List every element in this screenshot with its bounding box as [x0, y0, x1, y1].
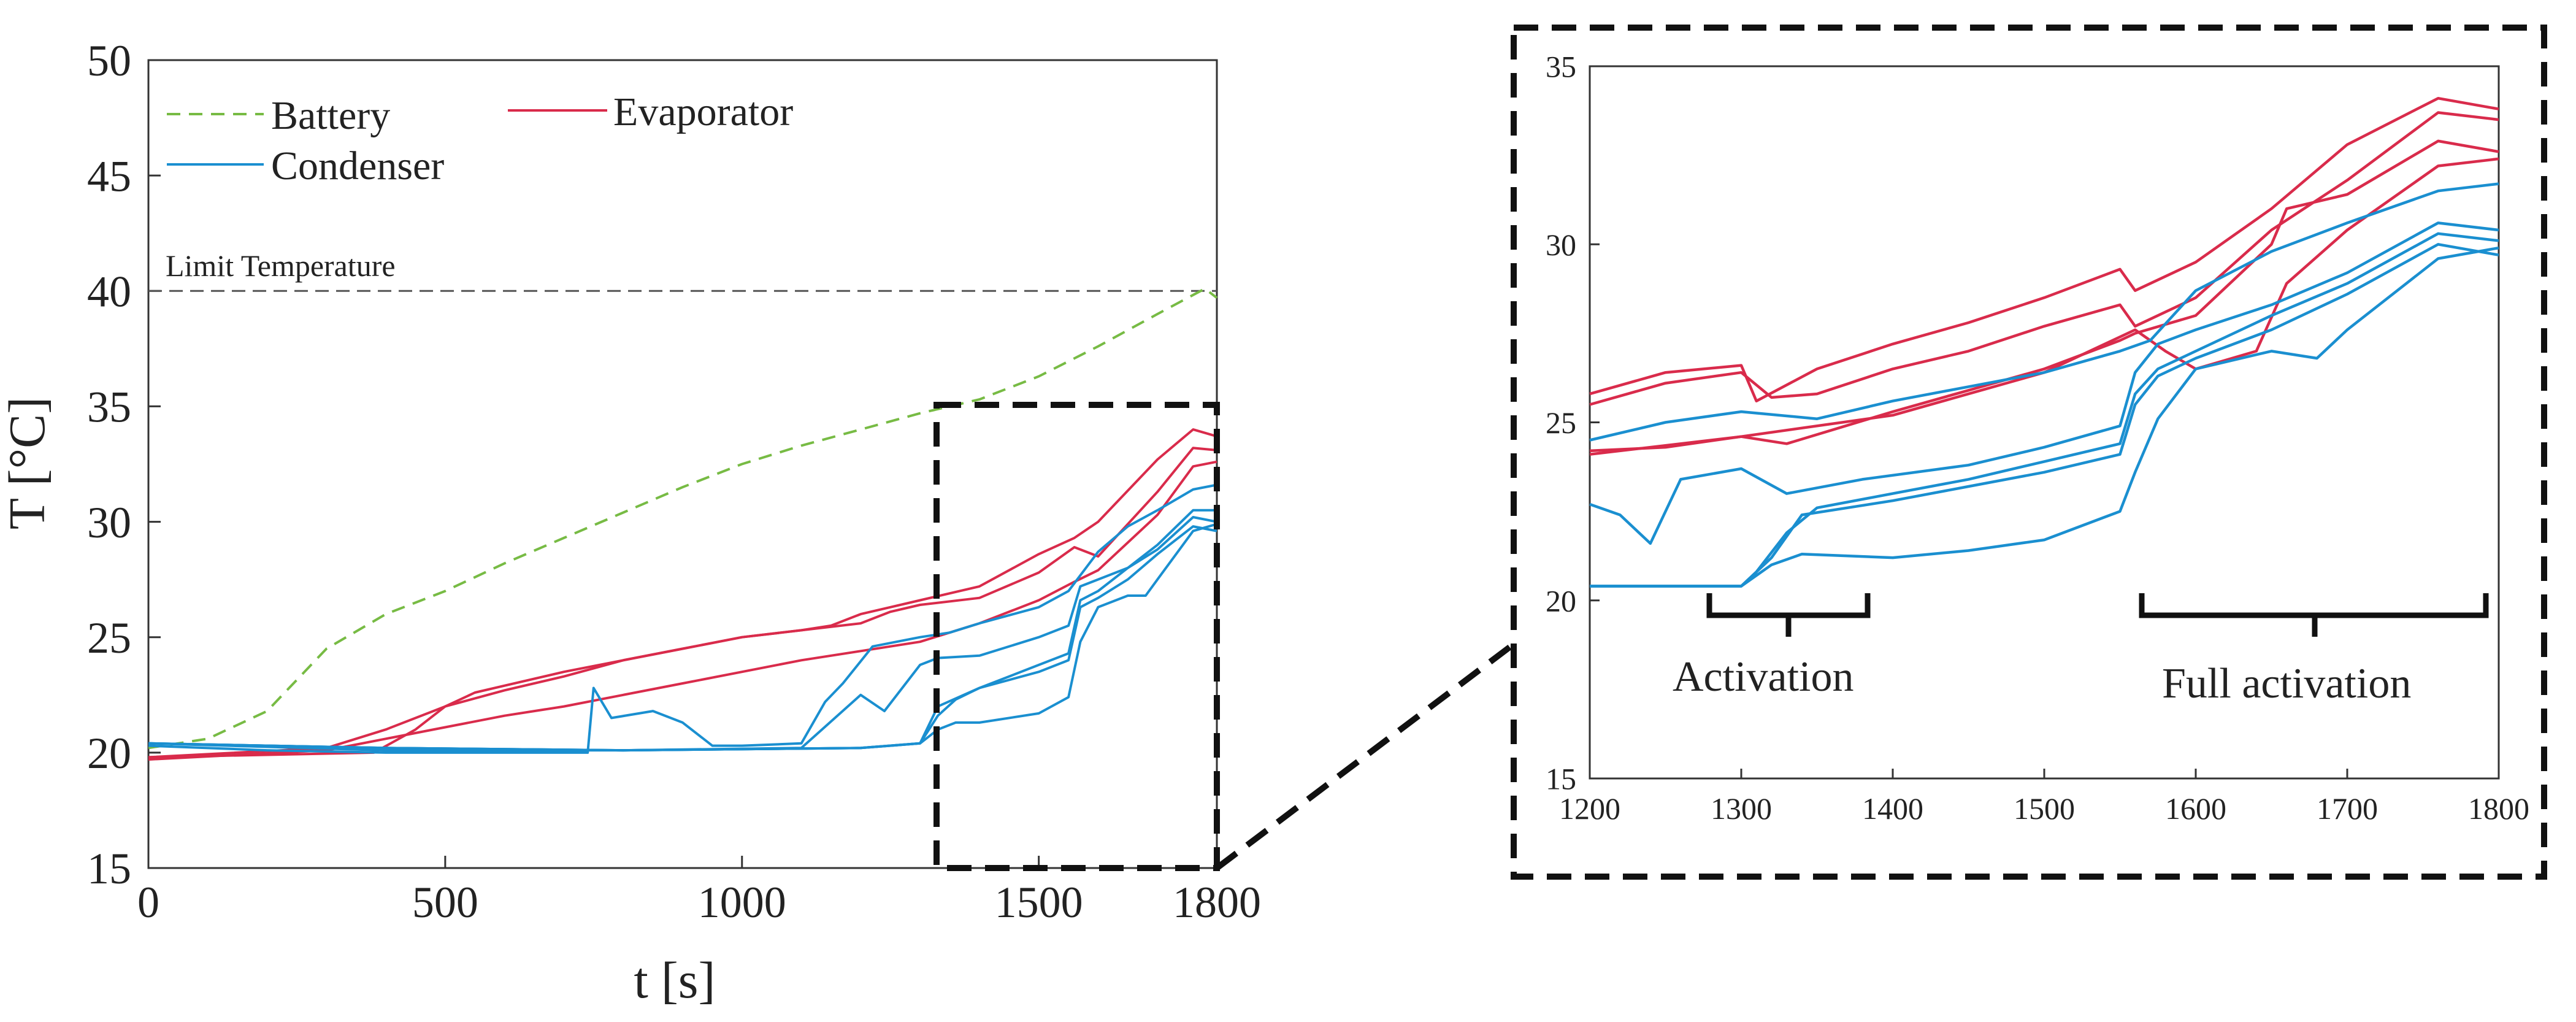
zoom-series-group — [1589, 96, 2499, 588]
main-x-tick-label: 500 — [412, 878, 478, 927]
zoom-region-box — [933, 402, 1220, 871]
full-activation-label: Full activation — [2162, 660, 2411, 707]
legend-label-evaporator: Evaporator — [613, 90, 793, 134]
zoom-series-condenser-3 — [1590, 232, 2499, 588]
main-x-tick-label: 1800 — [1173, 878, 1261, 927]
main-y-tick-label: 15 — [87, 844, 131, 893]
main-chart: 0 500 1000 1500 1800 15 20 25 30 35 40 45 50 t [s] T… — [0, 36, 1261, 1009]
legend-item-evaporator: Evaporator — [508, 90, 793, 134]
activation-label: Activation — [1673, 653, 1853, 701]
main-y-tick-label: 20 — [87, 729, 131, 778]
zoom-series-evaporator-2 — [1589, 111, 2499, 406]
zoom-x-tick-label: 1200 — [1559, 791, 1620, 826]
zoom-series-condenser-1 — [1589, 182, 2499, 442]
main-series-battery — [148, 287, 1218, 750]
main-plot-frame — [147, 59, 1218, 869]
zoom-x-tick-label: 1400 — [1862, 791, 1923, 826]
zoom-series-evaporator-1 — [1589, 96, 2499, 402]
activation-bracket — [1706, 593, 1871, 637]
legend-item-condenser: Condenser — [167, 144, 444, 188]
zoom-y-tick-label: 15 — [1546, 762, 1576, 796]
zoom-x-tick-label: 1300 — [1711, 791, 1772, 826]
main-x-tick-label: 0 — [137, 878, 159, 927]
main-series-evaporator-2 — [148, 447, 1217, 759]
zoom-x-tick-label: 1500 — [2014, 791, 2075, 826]
main-y-axis-label: T [°C] — [0, 397, 56, 529]
zoom-y-tick-label: 30 — [1546, 228, 1576, 262]
main-y-tick-label: 30 — [87, 498, 131, 547]
zoom-series-condenser-2 — [1589, 221, 2499, 545]
full-activation-bracket — [2139, 593, 2489, 637]
zoom-axis-ticks: 1200 1300 1400 1500 1600 1700 1800 15 20 25 30 35 — [1546, 50, 2529, 826]
main-series-evaporator-1 — [148, 428, 1217, 759]
main-y-tick-label: 50 — [87, 36, 131, 85]
main-y-tick-label: 25 — [87, 613, 131, 663]
main-series-evaporator-3 — [148, 460, 1217, 761]
legend: Battery Evaporator Condenser — [167, 90, 793, 188]
annotation-full-activation: Full activation — [2139, 593, 2489, 707]
zoom-x-tick-label: 1800 — [2468, 791, 2529, 826]
main-series-condenser-1 — [148, 483, 1217, 754]
main-y-tick-label: 35 — [87, 383, 131, 432]
reference-line-label: Limit Temperature — [166, 248, 396, 283]
main-x-axis-label: t [s] — [634, 952, 716, 1009]
zoom-y-tick-label: 25 — [1546, 405, 1576, 440]
zoom-connector-top — [1214, 642, 1516, 870]
zoom-x-tick-label: 1600 — [2165, 791, 2226, 826]
main-x-tick-label: 1500 — [995, 878, 1083, 927]
zoom-series-evaporator-4 — [1589, 157, 2499, 456]
zoom-inset: 1200 1300 1400 1500 1600 1700 1800 15 20 25 30 35 A… — [1511, 25, 2547, 880]
legend-label-battery: Battery — [271, 93, 390, 138]
zoom-y-tick-label: 20 — [1546, 583, 1576, 618]
zoom-x-tick-label: 1700 — [2317, 791, 2378, 826]
annotation-activation: Activation — [1673, 593, 1871, 701]
zoom-series-evaporator-3 — [1589, 139, 2499, 453]
main-series-condenser-5 — [148, 523, 1217, 752]
zoom-series-condenser-5 — [1590, 246, 2499, 588]
legend-label-condenser: Condenser — [271, 144, 444, 188]
inset-outer-border — [1511, 25, 2547, 880]
main-axis-ticks: 0 500 1000 1500 1800 15 20 25 30 35 40 45 50 — [87, 36, 1261, 927]
main-series-condenser-3 — [148, 516, 1217, 752]
main-y-tick-label: 40 — [87, 267, 131, 316]
main-series-group — [148, 287, 1218, 761]
zoom-y-tick-label: 35 — [1546, 50, 1576, 84]
zoom-series-condenser-4 — [1590, 243, 2499, 588]
main-y-tick-label: 45 — [87, 152, 131, 201]
main-x-tick-label: 1000 — [698, 878, 786, 927]
legend-item-battery: Battery — [167, 93, 390, 138]
